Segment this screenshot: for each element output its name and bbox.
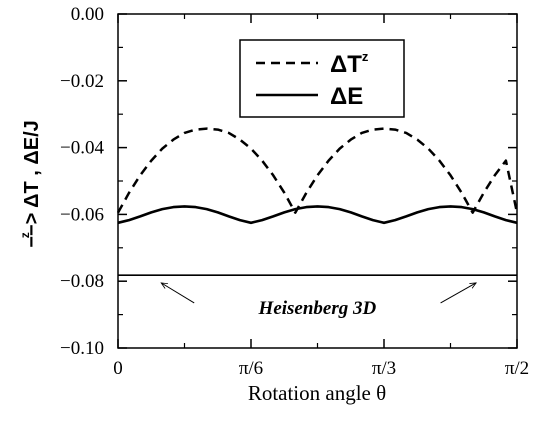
legend-label-dt: ΔTz: [330, 49, 369, 78]
x-tick-label: π/3: [372, 358, 396, 379]
y-axis-label: −−> ΔT , ΔE/Jz: [18, 120, 43, 248]
legend: ΔTz ΔE: [239, 39, 405, 118]
y-tick-label: −0.04: [60, 138, 104, 159]
x-tick-label: 0: [113, 358, 123, 379]
y-tick-label: 0.00: [71, 4, 104, 25]
annotation-arrow: [440, 283, 477, 304]
y-tick-label: −0.10: [60, 338, 104, 359]
y-tick-label: −0.08: [60, 271, 104, 292]
x-tick-label: π/2: [505, 358, 529, 379]
legend-frame: [239, 39, 405, 118]
legend-label-de: ΔE: [330, 83, 363, 110]
annotation-label: Heisenberg 3D: [258, 298, 377, 319]
annotation-layer: Heisenberg 3D: [161, 283, 476, 319]
axes: 0.00 −0.02 −0.04 −0.06 −0.08 −0.10 0 π/6 π/3 π/2: [60, 4, 529, 379]
y-tick-label: −0.02: [60, 71, 104, 92]
annotation-arrow: [161, 283, 195, 304]
series-line-0: [116, 127, 519, 214]
series-line-1: [117, 205, 518, 225]
series-layer: [116, 127, 519, 277]
y-axis-label-sup: z: [18, 232, 32, 238]
y-tick-label: −0.06: [60, 204, 104, 225]
x-tick-label: π/6: [239, 358, 263, 379]
x-axis-label: Rotation angle θ: [248, 381, 386, 405]
